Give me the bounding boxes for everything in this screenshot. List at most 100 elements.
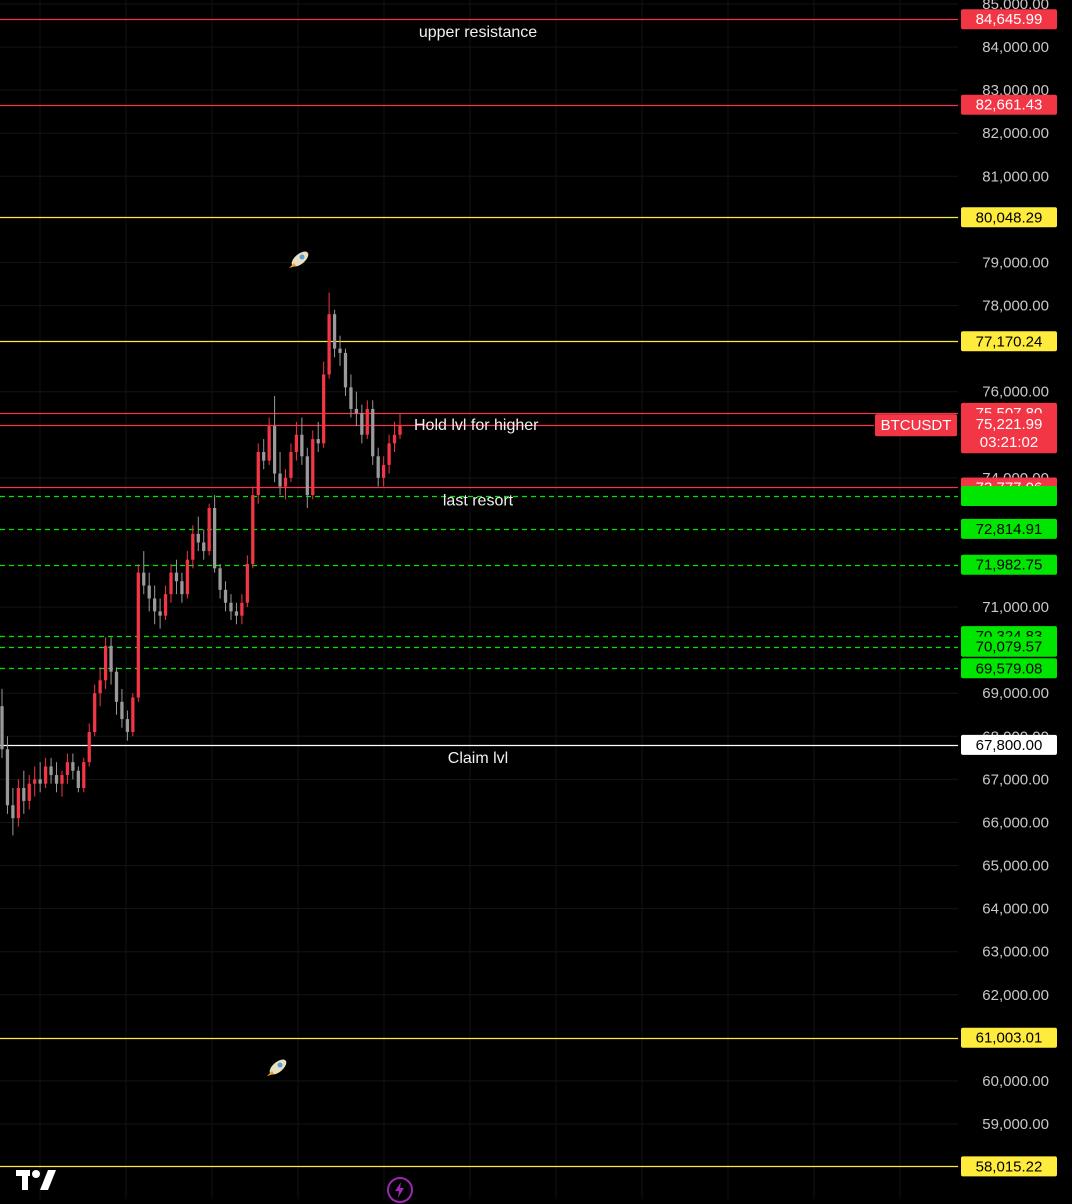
candle-body [322,374,326,444]
candle-body [349,387,353,409]
price-tag [961,1156,1057,1177]
symbol-label: BTCUSDT [881,417,952,434]
candle-body [218,568,222,590]
candle-body [262,452,266,461]
y-tick-label: 69,000.00 [982,685,1049,702]
candle-body [289,452,293,478]
candle-body [207,508,211,552]
y-tick-label: 82,000.00 [982,125,1049,142]
candle-body [120,701,124,720]
candle-body [300,434,304,457]
candle-body [109,645,113,672]
price-tag-label: 84,645.99 [976,11,1043,28]
candle-body [65,762,70,776]
candle-body [174,572,179,582]
candle-body [60,775,64,784]
annotation-text: last resort [443,492,514,509]
candle-body [185,559,190,595]
candle-body [5,749,10,806]
candle-body [180,581,184,595]
candle-body [338,348,342,353]
price-tag-label: 71,982.75 [976,557,1043,574]
candle-body [196,533,200,543]
current-price-label: 75,221.99 [976,416,1043,433]
y-tick-label: 67,000.00 [982,771,1049,788]
price-axis[interactable]: 85,000.0084,000.0083,000.0082,000.0081,0… [982,0,1049,1133]
candle-body [305,456,309,496]
candle-body [398,425,402,435]
y-tick-label: 84,000.00 [982,39,1049,56]
y-tick-label: 62,000.00 [982,987,1049,1004]
candle-body [202,542,206,552]
candle-body [158,611,162,616]
candle-body [163,594,168,616]
annotation-text: upper resistance [419,24,537,41]
price-tag-label: 70,079.57 [976,639,1043,656]
candle-body [147,585,151,599]
candle-body [294,434,299,452]
candle-body [11,805,15,819]
candle-body [125,719,130,732]
horizontal-levels [0,18,958,1168]
candle-body [229,602,233,612]
price-tag [961,485,1057,506]
chart-grid [0,0,958,1199]
y-tick-label: 60,000.00 [982,1073,1049,1090]
candle-body [38,779,42,784]
y-tick-label: 79,000.00 [982,254,1049,271]
price-tag-label: 69,579.08 [976,660,1043,677]
annotation-text: Claim lvl [448,750,508,767]
price-tag [961,554,1057,575]
candle-body [43,766,48,784]
candle-body [387,443,391,465]
candle-body [245,564,249,603]
candle-body [223,589,228,603]
candlestick-series [0,292,402,836]
candle-body [240,602,244,616]
y-tick-label: 78,000.00 [982,298,1049,315]
price-tag-label: 61,003.01 [976,1030,1043,1047]
lightning-icon[interactable] [386,1176,414,1204]
candle-body [16,788,20,819]
candle-body [267,426,271,461]
price-tag-label: 82,661.43 [976,97,1043,114]
annotations: upper resistance Hold lvl for higher last … [414,24,539,767]
candle-body [256,452,260,496]
candle-body [283,477,288,487]
price-tag-label: 58,015.22 [976,1158,1043,1175]
price-tag [961,518,1057,539]
candle-body [354,408,359,414]
current-price-tag [961,413,1057,454]
candle-body [103,645,108,681]
y-tick-label: 66,000.00 [982,814,1049,831]
y-tick-label: 71,000.00 [982,599,1049,616]
price-tag [961,734,1057,755]
price-tags: 84,645.9982,661.4380,048.2977,170.2475,5… [875,9,1057,1177]
candle-body [212,508,217,569]
candle-body [278,473,282,487]
candle-body [71,762,75,771]
symbol-badge[interactable] [875,414,957,437]
y-tick-label: 64,000.00 [982,901,1049,918]
countdown-label: 03:21:02 [980,434,1038,451]
candle-body [169,572,173,595]
y-tick-label: 65,000.00 [982,858,1049,875]
candle-body [272,426,277,474]
price-tag-label: 80,048.29 [976,209,1043,226]
candle-body [142,572,146,586]
y-tick-label: 59,000.00 [982,1116,1049,1133]
candle-body [76,770,80,788]
candle-body [136,572,140,698]
candle-body [360,413,364,435]
price-tag-label: 72,814.91 [976,521,1043,538]
price-tag [961,658,1057,679]
candle-body [0,706,4,750]
rocket-emoji-icon [267,1059,287,1076]
candle-body [93,693,97,732]
candle-body [27,783,31,801]
candle-body [251,495,255,564]
candle-body [392,434,397,444]
tradingview-logo-icon[interactable] [16,1168,56,1192]
price-tag [961,94,1057,115]
